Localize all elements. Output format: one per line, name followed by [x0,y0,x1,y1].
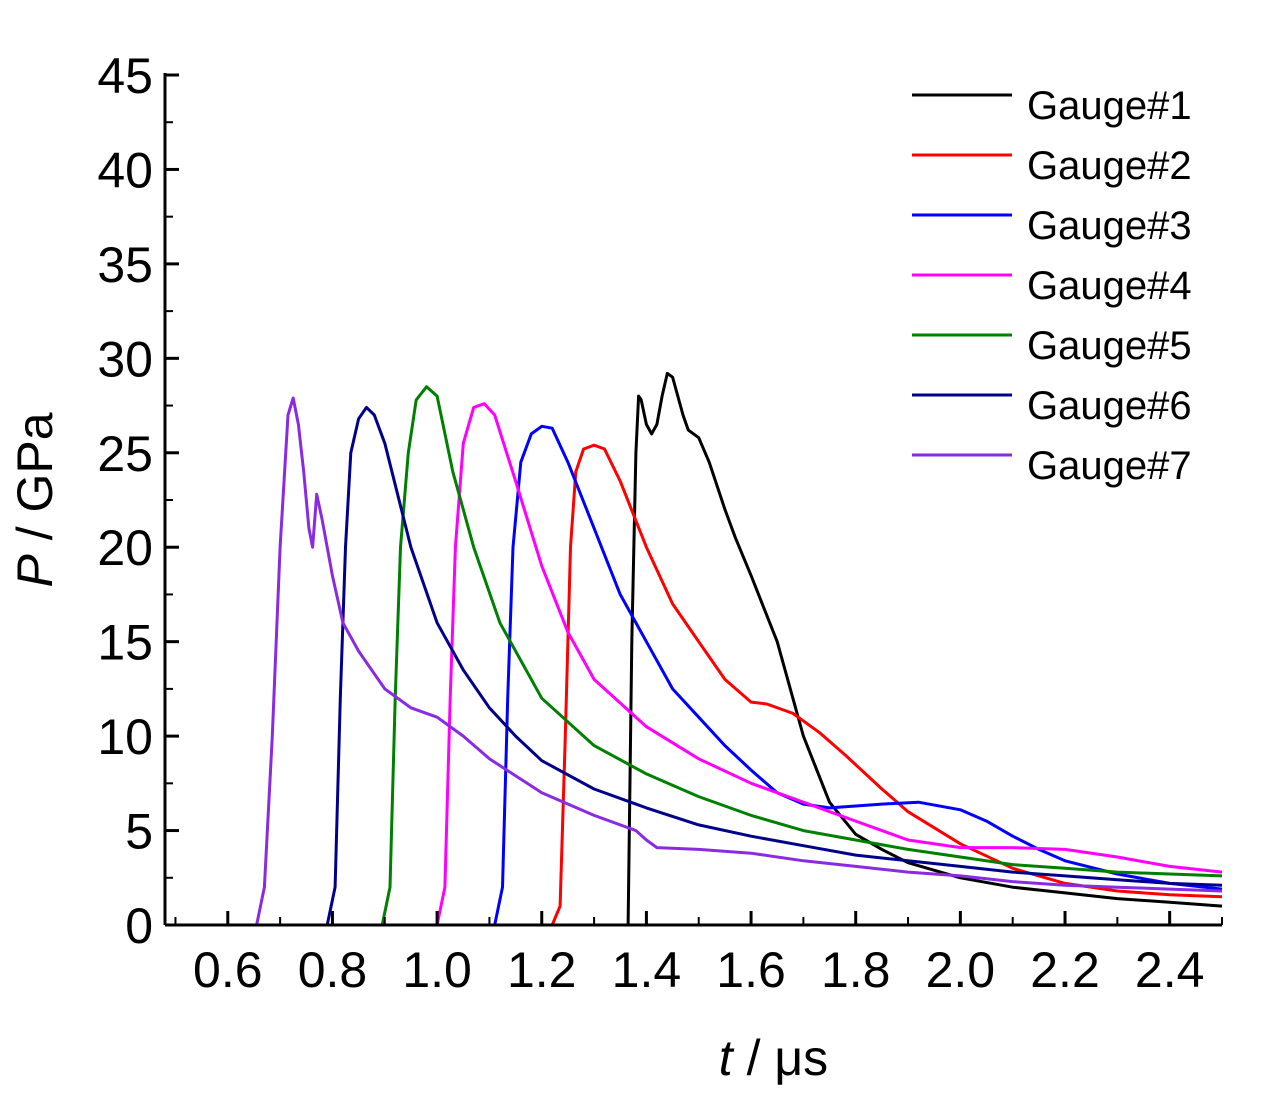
y-tick-label: 40 [97,142,153,198]
plot-background [165,40,1222,925]
legend-label-gauge-2: Gauge#2 [1027,144,1192,188]
x-tick-label: 1.6 [716,942,786,998]
series-line-gauge-4 [165,402,1223,927]
x-tick-label: 1.8 [821,942,891,998]
y-tick-label: 20 [97,520,153,576]
legend-label-gauge-5: Gauge#5 [1027,324,1192,368]
legend-label-gauge-4: Gauge#4 [1027,264,1192,308]
x-tick-label: 0.6 [193,942,263,998]
series-line-gauge-3 [165,424,1223,927]
series-line-gauge-1 [165,371,1223,927]
y-axis-label: P / GPa [7,412,63,587]
x-tick-label: 2.2 [1030,942,1100,998]
y-tick-label: 15 [97,615,153,671]
x-tick-label: 1.0 [402,942,472,998]
legend-label-gauge-3: Gauge#3 [1027,204,1192,248]
x-tick-label: 2.4 [1135,942,1205,998]
x-tick-label: 2.0 [926,942,996,998]
y-tick-label: 10 [97,709,153,765]
x-tick-label: 0.8 [298,942,368,998]
y-tick-label: 45 [97,48,153,104]
y-tick-label: 25 [97,426,153,482]
y-tick-label: 30 [97,331,153,387]
series-layer [165,371,1223,927]
x-axis-label: t / μs [719,1030,828,1086]
legend-label-gauge-6: Gauge#6 [1027,384,1192,428]
series-line-gauge-6 [165,405,1223,927]
legend-label-gauge-1: Gauge#1 [1027,84,1192,128]
y-tick-label: 5 [125,804,153,860]
y-tick-label: 0 [125,898,153,954]
axes-layer: 0 5 10 15 20 25 30 35 40 45 0.6 0.8 1.0 1.2 1.4 1.6 1.8 2… [7,48,1223,1086]
series-line-gauge-7 [165,396,1223,927]
series-line-gauge-2 [165,443,1223,927]
legend: Gauge#1 Gauge#2 Gauge#3 Gauge#4 Gauge#5 Gauge… [912,84,1192,488]
series-line-gauge-5 [165,385,1223,927]
legend-label-gauge-7: Gauge#7 [1027,444,1192,488]
x-tick-label: 1.2 [507,942,577,998]
x-tick-label: 1.4 [612,942,682,998]
plot-area [165,40,1222,925]
y-tick-label: 35 [97,237,153,293]
